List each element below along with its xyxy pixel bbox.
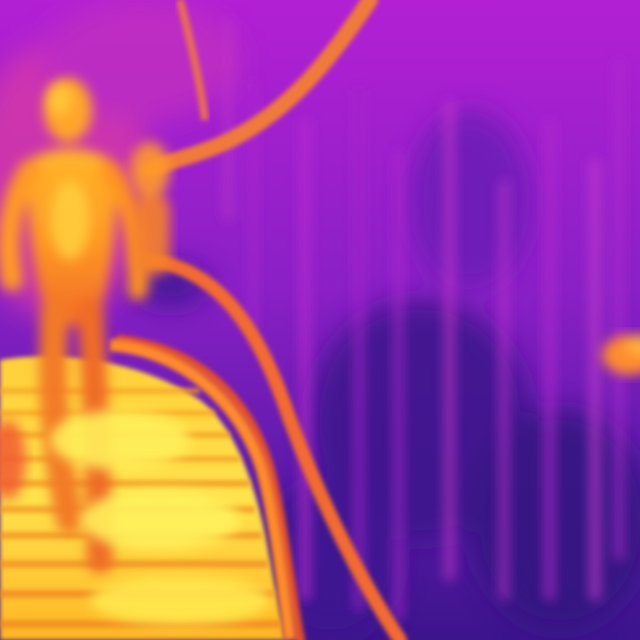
warm-object-right <box>602 335 640 375</box>
bridge-deck-edge <box>109 339 296 640</box>
tree-trunks <box>225 20 623 620</box>
person-left-arm <box>0 159 41 291</box>
suspension-cable-vertical <box>176 0 209 121</box>
bridge-handrail <box>143 253 407 640</box>
second-figure <box>130 142 170 275</box>
person-left-leg <box>39 296 84 534</box>
suspension-cable-upper <box>142 0 378 178</box>
left-edge-warm <box>0 420 26 500</box>
bridge-handrail-lower <box>115 335 305 640</box>
hot-highlights <box>48 84 270 625</box>
